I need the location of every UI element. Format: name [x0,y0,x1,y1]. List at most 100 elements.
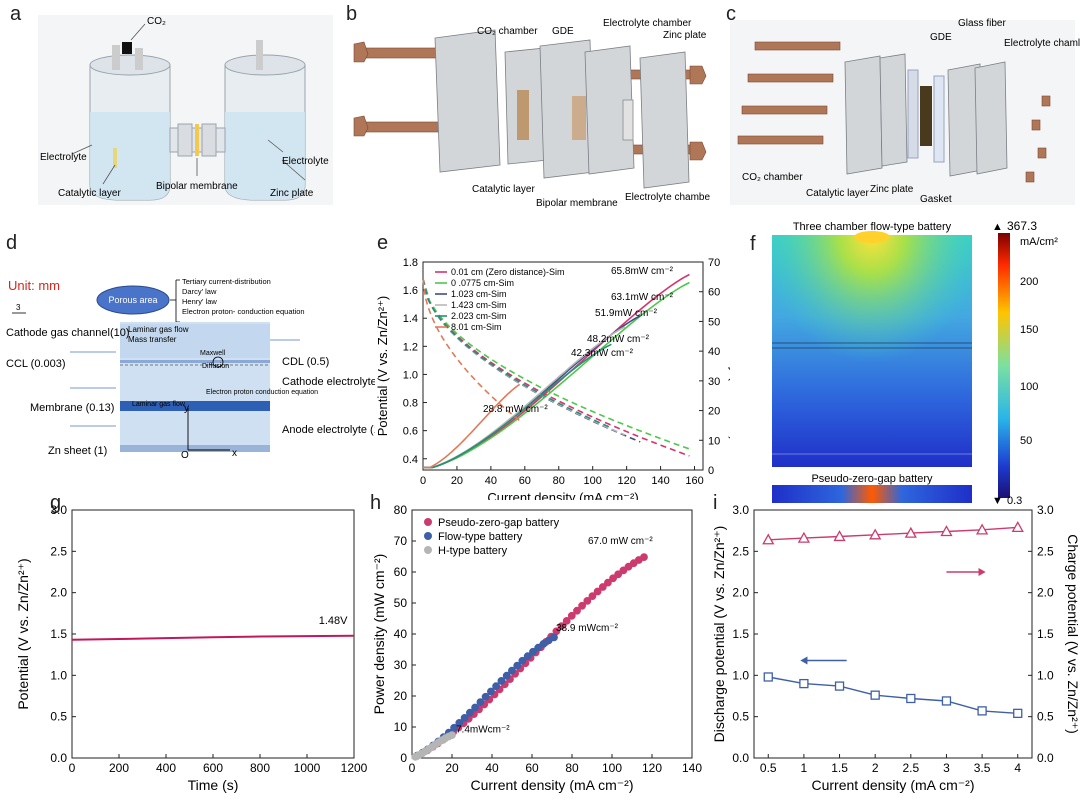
y-tick-label: 0.5 [50,710,67,724]
zero-gap-map [772,485,972,503]
panel-f: f Three chamber flow-type battery [730,215,1080,505]
colorbar [998,233,1010,498]
legend-label-2: 1.023 cm-Sim [451,289,507,299]
y2-tick-label: 3.0 [1037,503,1054,517]
y2-tick-label: 20 [708,406,720,418]
x-tick-label: 4 [1014,761,1021,775]
panel-label-i: i [713,492,718,514]
x-tick-label: 40 [485,761,499,775]
y2-tick-label: 2.0 [1037,586,1054,600]
cb-max-marker: ▲ [992,221,1003,233]
y2-tick-label: 10 [708,435,720,447]
x-tick-label: 3.5 [974,761,991,775]
marker-0 [869,528,882,540]
chart-h-power-density: 0 20 40 60 80 100 120 140 0 10 20 30 40 50 60 70 80 Curre… [371,503,702,793]
marker-1 [799,678,809,689]
diffusion: Diffusion [202,363,229,370]
point-0 [619,566,628,575]
mass-transfer: Mass transfer [128,335,177,344]
label-electrolyte-right: Electrolyte [282,156,329,167]
point-0 [573,606,581,615]
y-tick-label: 2.5 [50,544,67,558]
point-0 [640,553,648,561]
x-tick-label: 200 [109,761,129,775]
x-tick-label: 400 [156,761,176,775]
x-tick-label: 2.5 [902,761,919,775]
y2-tick-label: 1.0 [1037,668,1054,682]
marker-0 [975,523,989,535]
pmax-label-2: 51.9mW cm⁻² [595,308,658,319]
y-tick-label: 1.5 [732,627,749,641]
model-list-item: Tertiary current-distribution [182,277,271,286]
y-tick-label: 70 [394,534,408,548]
y-tick-label: 1.2 [403,341,418,353]
point-1 [481,692,490,701]
y2-tick-label: 0.5 [1037,710,1054,724]
y-tick-label: 3.0 [50,503,67,517]
y-tick-label: 0 [400,751,407,765]
point-0 [562,616,571,625]
x-tick-label: 0.5 [760,761,777,775]
point-1 [471,703,479,712]
y-tick-label: 60 [394,565,408,579]
x-tick-label: 100 [584,475,602,487]
marker-0 [1011,521,1024,533]
point-0 [614,570,623,579]
anode-electrolyte-label: Anode electrolyte (10(varied)) [282,424,375,436]
membrane-label: Membrane (0.13) [30,402,114,414]
potential-curve-1 [422,278,690,450]
point-0 [624,562,633,571]
y2-axis-label: Power density (mW cm⁻²) [728,291,730,440]
y-tick-label: 2.0 [732,586,749,600]
legend-label-0: 0.01 cm (Zero distance)-Sim [451,267,565,277]
point-1 [466,708,474,717]
y2-tick-label: 0.0 [1037,751,1054,765]
discharge-arrow-head [800,656,808,665]
panel-i: i 0.5 1 1.5 2 2.5 3 3.5 4 0.0 0.5 1.0 1.5 2.0 2.5 3.0 C… [710,490,1080,802]
y-tick-label: 0.8 [403,398,418,410]
plot-frame [71,509,355,759]
cathode-gas-channel: Cathode gas channel(10) [6,327,130,339]
point-1 [450,723,458,732]
laminar-gas-flow: Laminar gas flow [128,325,189,334]
label-co2-chamber: CO₂ chamber [477,26,538,37]
x-tick-label: 800 [250,761,270,775]
panel-label-a: a [10,3,22,25]
point-0 [557,622,566,631]
x-tick-label: 80 [553,475,565,487]
point-0 [567,611,576,620]
point-0 [609,574,618,583]
porous-area-ellipse [96,285,170,315]
point-1 [508,666,516,675]
panel-label-f: f [750,233,756,255]
marker-0 [797,531,811,543]
label-zinc-plate: Zinc plate [270,188,314,199]
x-tick-label: 140 [651,475,669,487]
model-list-item: Henry' law [182,297,217,306]
x-tick-label: 20 [451,475,463,487]
potential-curve-4 [422,278,612,429]
y-tick-label: 2.0 [50,586,67,600]
y-tick-label: 3.0 [732,503,749,517]
y-axis-label: Discharge potential (V vs. Zn/Zn²⁺) [711,526,727,743]
y-tick-label: 0.0 [732,751,749,765]
y-axis-label: Potential (V vs. Zn/Zn²⁺) [15,558,31,709]
panel-label-g: g [50,492,62,514]
point-1 [539,640,548,648]
potential-curve-5 [422,278,521,422]
marker-1 [763,672,773,682]
f-title-bottom: Pseudo-zero-gap battery [811,473,933,485]
chart-e-polarization: 0 20 40 60 80 100 120 140 1600.40.60.81.01.21.41… [375,257,730,500]
x-axis-label: Current density (mA cm⁻²) [471,777,634,793]
annotation-1: 38.9 mWcm⁻² [556,623,619,634]
label-bipolar-membrane: Bipolar membrane [536,198,618,209]
porous-area-label: Porous area [108,295,157,305]
point-1 [529,647,537,656]
point-1 [518,656,527,665]
marker-1 [1013,708,1023,719]
y2-tick-label: 50 [708,316,720,328]
cb-tick-50: 50 [1020,435,1032,447]
electron-proton-label: Electron proton conduction equation [206,389,318,396]
y-tick-label: 1.6 [403,285,418,297]
